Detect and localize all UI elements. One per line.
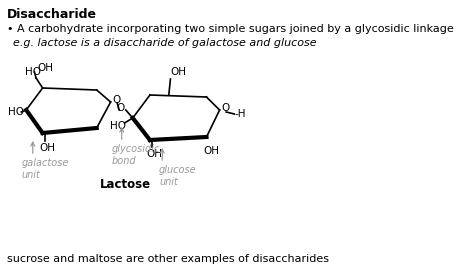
Text: sucrose and maltose are other examples of disaccharides: sucrose and maltose are other examples o…: [7, 254, 328, 264]
Text: glycosidic
bond: glycosidic bond: [112, 144, 160, 165]
Text: Lactose: Lactose: [100, 178, 151, 191]
Text: • A carbohydrate incorporating two simple sugars joined by a glycosidic linkage: • A carbohydrate incorporating two simpl…: [7, 24, 453, 34]
Text: O: O: [221, 103, 229, 113]
Text: OH: OH: [171, 67, 186, 77]
Text: O: O: [117, 103, 125, 113]
Text: OH: OH: [203, 146, 219, 156]
Text: -H: -H: [234, 109, 246, 119]
Text: HO: HO: [25, 67, 41, 77]
Text: HO: HO: [8, 107, 24, 117]
Text: glucose
unit: glucose unit: [159, 165, 197, 187]
Text: OH: OH: [146, 149, 163, 159]
Text: HO: HO: [110, 121, 126, 131]
Text: e.g. lactose is a disaccharide of galactose and glucose: e.g. lactose is a disaccharide of galact…: [13, 38, 317, 48]
Text: OH: OH: [39, 143, 55, 153]
Text: O: O: [112, 95, 120, 105]
Text: Disaccharide: Disaccharide: [7, 8, 97, 21]
Text: galactose
unit: galactose unit: [21, 158, 69, 179]
Text: OH: OH: [38, 63, 54, 73]
